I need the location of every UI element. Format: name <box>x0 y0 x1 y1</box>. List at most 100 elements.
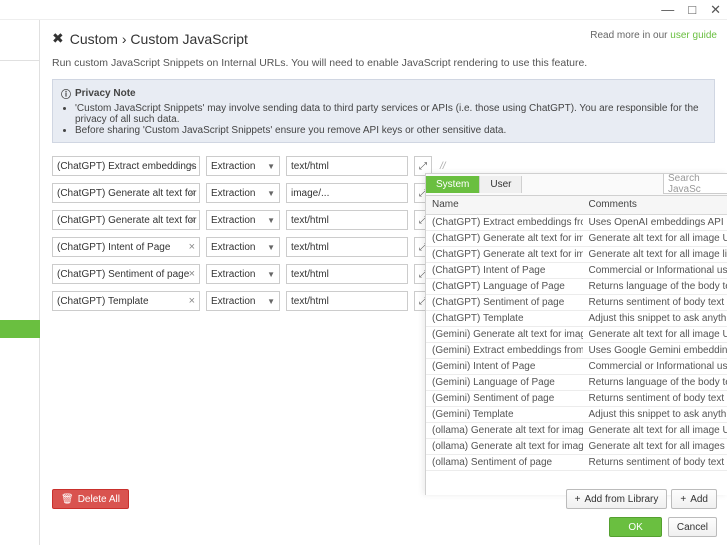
code-placeholder: // <box>438 161 448 172</box>
library-row[interactable]: (ChatGPT) Sentiment of pageReturns senti… <box>426 294 727 310</box>
type-input[interactable]: text/html <box>286 291 408 311</box>
mode-select[interactable]: Extraction▼ <box>206 156 280 176</box>
add-button[interactable]: + Add <box>671 489 717 509</box>
clear-icon[interactable]: × <box>189 214 195 226</box>
library-row[interactable]: (Gemini) Extract embeddings from page co… <box>426 342 727 358</box>
mode-select[interactable]: Extraction▼ <box>206 210 280 230</box>
chevron-down-icon: ▼ <box>267 297 275 306</box>
library-tabs: System User Search JavaSc <box>426 174 727 196</box>
chevron-down-icon: ▼ <box>267 270 275 279</box>
plus-icon: + <box>680 494 686 505</box>
library-row[interactable]: (Gemini) TemplateAdjust this snippet to … <box>426 406 727 422</box>
type-input[interactable]: text/html <box>286 264 408 284</box>
type-input[interactable]: text/html <box>286 210 408 230</box>
breadcrumb-sep: › <box>122 31 127 47</box>
add-label: Add <box>690 494 708 505</box>
library-row-name: (ChatGPT) Intent of Page <box>426 262 583 278</box>
tab-user[interactable]: User <box>480 176 522 193</box>
library-row[interactable]: (ChatGPT) TemplateAdjust this snippet to… <box>426 310 727 326</box>
library-row[interactable]: (ChatGPT) Generate alt text for imagesGe… <box>426 230 727 246</box>
library-row[interactable]: (Gemini) Sentiment of pageReturns sentim… <box>426 390 727 406</box>
clear-icon[interactable]: × <box>189 295 195 307</box>
library-row[interactable]: (ollama) Generate alt text for images on… <box>426 438 727 454</box>
library-row-name: (Gemini) Generate alt text for images <box>426 326 583 342</box>
privacy-bullet: Before sharing 'Custom JavaScript Snippe… <box>75 125 706 136</box>
library-row-comments: Returns sentiment of body text using Goo… <box>583 390 727 406</box>
side-nav <box>0 20 40 545</box>
clear-icon[interactable]: × <box>189 268 195 280</box>
snippet-name-input[interactable]: (ChatGPT) Template× <box>52 291 200 311</box>
library-row-comments: Generate alt text for all image links on… <box>583 246 727 262</box>
mode-select[interactable]: Extraction▼ <box>206 291 280 311</box>
ok-button[interactable]: OK <box>609 517 661 537</box>
library-row[interactable]: (ChatGPT) Generate alt text for images o… <box>426 246 727 262</box>
mode-select[interactable]: Extraction▼ <box>206 183 280 203</box>
library-row-name: (Gemini) Language of Page <box>426 374 583 390</box>
library-row[interactable]: (Gemini) Language of PageReturns languag… <box>426 374 727 390</box>
dialog-footer: OK Cancel <box>609 517 717 537</box>
snippet-name-input[interactable]: (ChatGPT) Generate alt text for i× <box>52 210 200 230</box>
search-input[interactable]: Search JavaSc <box>663 174 727 194</box>
library-row-comments: Adjust this snippet to ask anything... <box>583 310 727 326</box>
tab-system[interactable]: System <box>426 176 480 193</box>
page-description: Run custom JavaScript Snippets on Intern… <box>40 51 727 79</box>
library-row[interactable]: (ChatGPT) Language of PageReturns langua… <box>426 278 727 294</box>
close-button[interactable]: ✕ <box>710 3 721 16</box>
maximize-button[interactable]: □ <box>688 3 696 16</box>
library-row-name: (Gemini) Template <box>426 406 583 422</box>
library-row[interactable]: (ollama) Sentiment of pageReturns sentim… <box>426 454 727 470</box>
library-row[interactable]: (ChatGPT) Extract embeddings from page c… <box>426 214 727 230</box>
library-row-name: (Gemini) Sentiment of page <box>426 390 583 406</box>
library-row-comments: Returns sentiment of body text using oll… <box>583 454 727 470</box>
library-row-comments: Uses Google Gemini embeddings API <box>583 342 727 358</box>
add-from-library-button[interactable]: + Add from Library <box>566 489 668 509</box>
clear-icon[interactable]: × <box>189 241 195 253</box>
delete-all-button[interactable]: 🗑 Delete All <box>52 489 129 509</box>
breadcrumb-root[interactable]: Custom <box>70 31 118 47</box>
snippet-name-input[interactable]: (ChatGPT) Sentiment of page× <box>52 264 200 284</box>
chevron-down-icon: ▼ <box>267 162 275 171</box>
library-row-comments: Generate alt text for all image URLs cra… <box>583 326 727 342</box>
library-row-comments: Generate alt text for all images on page <box>583 438 727 454</box>
col-comments[interactable]: Comments <box>583 196 727 214</box>
trash-icon: 🗑 <box>61 494 74 505</box>
type-input[interactable]: image/... <box>286 183 408 203</box>
library-row[interactable]: (Gemini) Generate alt text for imagesGen… <box>426 326 727 342</box>
library-row[interactable]: (ChatGPT) Intent of PageCommercial or In… <box>426 262 727 278</box>
library-row-comments: Returns sentiment of body text using Cha… <box>583 294 727 310</box>
library-row[interactable]: (ollama) Generate alt text for imagesGen… <box>426 422 727 438</box>
library-row-name: (Gemini) Intent of Page <box>426 358 583 374</box>
library-row-name: (ChatGPT) Language of Page <box>426 278 583 294</box>
side-nav-active-item[interactable] <box>0 320 40 338</box>
privacy-note: ⓘ Privacy Note 'Custom JavaScript Snippe… <box>52 79 715 143</box>
library-row-comments: Returns language of the body text using … <box>583 278 727 294</box>
minimize-button[interactable]: — <box>661 3 674 16</box>
library-row-comments: Commercial or Informational using Google <box>583 358 727 374</box>
snippet-name-input[interactable]: (ChatGPT) Extract embeddings f× <box>52 156 200 176</box>
cancel-button[interactable]: Cancel <box>668 517 717 537</box>
info-icon: ⓘ <box>61 86 71 101</box>
snippet-name-input[interactable]: (ChatGPT) Intent of Page× <box>52 237 200 257</box>
snippet-name-input[interactable]: (ChatGPT) Generate alt text for i× <box>52 183 200 203</box>
clear-icon[interactable]: × <box>189 160 195 172</box>
chevron-down-icon: ▼ <box>267 243 275 252</box>
mode-select[interactable]: Extraction▼ <box>206 237 280 257</box>
gear-icon: ✖ <box>52 30 64 47</box>
library-row-name: (ChatGPT) Template <box>426 310 583 326</box>
library-table: Name Comments (ChatGPT) Extract embeddin… <box>426 196 727 471</box>
library-row-name: (ollama) Generate alt text for images on… <box>426 438 583 454</box>
plus-icon: + <box>575 494 581 505</box>
clear-icon[interactable]: × <box>189 187 195 199</box>
window-titlebar: — □ ✕ <box>0 0 727 20</box>
type-input[interactable]: text/html <box>286 237 408 257</box>
chevron-down-icon: ▼ <box>267 189 275 198</box>
type-input[interactable]: text/html <box>286 156 408 176</box>
library-row-name: (Gemini) Extract embeddings from page co… <box>426 342 583 358</box>
library-row-comments: Generate alt text for all image URLs cra… <box>583 230 727 246</box>
library-row-comments: Adjust this snippet to ask anything <box>583 406 727 422</box>
col-name[interactable]: Name <box>426 196 583 214</box>
library-row[interactable]: (Gemini) Intent of PageCommercial or Inf… <box>426 358 727 374</box>
mode-select[interactable]: Extraction▼ <box>206 264 280 284</box>
library-row-name: (ChatGPT) Generate alt text for images <box>426 230 583 246</box>
library-row-name: (ollama) Sentiment of page <box>426 454 583 470</box>
